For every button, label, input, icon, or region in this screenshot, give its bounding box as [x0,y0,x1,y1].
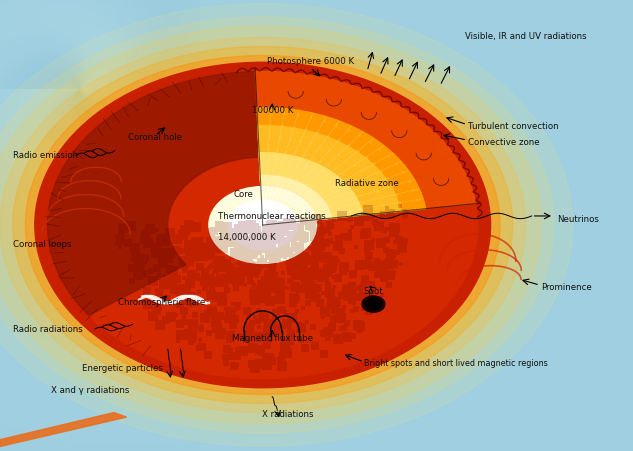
Circle shape [35,63,491,388]
Circle shape [0,18,554,433]
Circle shape [228,201,298,250]
Circle shape [0,38,525,413]
Text: 14,000,000 K: 14,000,000 K [218,232,276,241]
Text: Energetic particles: Energetic particles [82,363,163,372]
Text: Magnetic flux tube: Magnetic flux tube [232,334,313,343]
Text: Coronal loops: Coronal loops [13,239,71,248]
Wedge shape [257,108,425,226]
Wedge shape [258,126,401,226]
Circle shape [0,27,541,424]
Text: Chromospheric flare: Chromospheric flare [118,298,205,307]
Text: Photosphere 6000 K: Photosphere 6000 K [266,56,354,65]
Circle shape [0,5,573,446]
Text: Neutrinos: Neutrinos [557,214,599,223]
Circle shape [209,187,316,264]
Wedge shape [255,72,476,225]
Text: Turbulent convection: Turbulent convection [468,122,559,131]
Polygon shape [0,413,127,446]
Text: Thermonuclear reactions: Thermonuclear reactions [218,212,326,221]
Text: Coronal hole: Coronal hole [128,133,182,142]
Text: Spot: Spot [363,286,384,295]
Text: Radio emission: Radio emission [13,151,78,160]
Text: 100000 K: 100000 K [251,106,293,115]
Wedge shape [260,176,332,226]
Text: Core: Core [234,189,254,198]
Text: X and γ radiations: X and γ radiations [51,386,129,395]
Circle shape [366,299,381,310]
Text: X radiations: X radiations [262,410,314,419]
Text: Prominence: Prominence [541,282,592,291]
Circle shape [13,47,513,404]
Circle shape [362,296,385,313]
Text: Radiative zone: Radiative zone [335,178,399,187]
Wedge shape [259,153,363,226]
Text: Visible, IR and UV radiations: Visible, IR and UV radiations [465,32,587,41]
Text: Bright spots and short lived magnetic regions: Bright spots and short lived magnetic re… [364,359,548,368]
Text: Convective zone: Convective zone [468,138,540,147]
Circle shape [25,56,500,395]
Polygon shape [47,72,329,316]
Text: Radio radiations: Radio radiations [13,325,82,334]
Circle shape [47,72,478,379]
